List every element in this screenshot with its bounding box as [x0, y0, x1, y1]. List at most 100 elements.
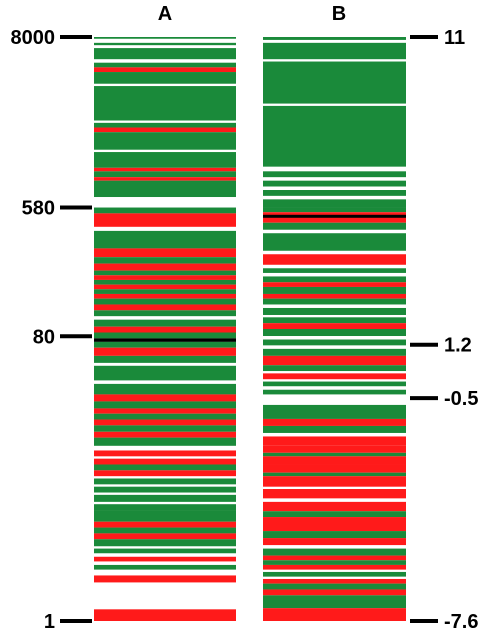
column-b-band: [263, 282, 406, 287]
column-b-band: [263, 531, 406, 539]
column-a-band: [94, 450, 236, 457]
column-b-band: [263, 381, 406, 387]
column-a-band: [94, 478, 236, 485]
column-b-band: [263, 389, 406, 395]
column-a-band: [94, 609, 236, 621]
column-a-band: [94, 458, 236, 465]
column-b-tick-label: 11: [444, 27, 465, 49]
column-b-band: [263, 329, 406, 337]
column-b-tick-label: -7.6: [444, 611, 478, 630]
column-b-band: [263, 293, 406, 299]
column-a-band: [94, 122, 236, 128]
column-b-band: [263, 180, 406, 187]
column-a-band: [94, 437, 236, 446]
column-a-band: [94, 257, 236, 264]
column-b-band: [263, 339, 406, 346]
column-a-band: [94, 347, 236, 356]
column-b-band: [263, 298, 406, 305]
column-b-band: [263, 538, 406, 546]
column-a-label: A: [158, 3, 172, 25]
column-b-band: [263, 37, 406, 40]
column-a-band: [94, 275, 236, 280]
column-a-band: [94, 263, 236, 271]
column-a-band: [94, 230, 236, 249]
column-a-band: [94, 464, 236, 471]
column-a-band: [94, 355, 236, 363]
column-a-band: [94, 419, 236, 426]
column-b-band: [263, 571, 406, 577]
column-b-band: [263, 608, 406, 621]
column-a-band: [94, 213, 236, 227]
column-a-band: [94, 127, 236, 133]
column-b-band: [263, 501, 406, 512]
column-a-band: [94, 279, 236, 285]
column-a-band: [94, 510, 236, 522]
column-b-band: [263, 323, 406, 329]
column-a-band: [94, 521, 236, 528]
column-b-band: [263, 61, 406, 104]
column-b-band: [263, 105, 406, 167]
column-a-band: [94, 365, 236, 381]
column-a-band: [94, 548, 236, 554]
column-a-band: [94, 207, 236, 214]
column-b-band: [263, 555, 406, 561]
column-b-band: [263, 456, 406, 465]
column-b-band: [263, 564, 406, 570]
column-b-band: [263, 511, 406, 518]
column-a-band: [94, 527, 236, 534]
column-a-band: [94, 425, 236, 432]
column-a-tick-label: 80: [33, 326, 55, 348]
column-a-band: [94, 533, 236, 540]
column-b-band: [263, 199, 406, 208]
column-b-band: [263, 548, 406, 556]
column-b-band: [263, 348, 406, 356]
column-a-tick-label: 8000: [11, 27, 56, 49]
column-a-band: [94, 298, 236, 305]
column-a-band: [94, 575, 236, 583]
column-a-band: [94, 171, 236, 178]
column-a-band: [94, 152, 236, 168]
column-a-band: [94, 564, 236, 570]
column-a-band: [94, 539, 236, 547]
column-a-band: [94, 319, 236, 327]
column-a-band: [94, 289, 236, 294]
column-a-band: [94, 504, 236, 511]
column-a-band: [94, 48, 236, 60]
column-b-band: [263, 317, 406, 324]
column-a-marker-line: [94, 338, 236, 342]
column-b-band: [263, 286, 406, 294]
column-a-band: [94, 383, 236, 395]
column-b-band: [263, 578, 406, 584]
column-b-band: [263, 560, 406, 565]
column-b-band: [263, 464, 406, 473]
column-a-band: [94, 304, 236, 311]
column-a-band: [94, 270, 236, 276]
column-a-band: [94, 132, 236, 150]
column-b-tick-label: -0.5: [444, 388, 478, 410]
column-b-band: [263, 42, 406, 60]
column-b-band: [263, 425, 406, 433]
column-b-band: [263, 190, 406, 196]
column-a-band: [94, 401, 236, 409]
column-b-band: [263, 404, 406, 419]
column-a-band: [94, 167, 236, 172]
column-b-band: [263, 373, 406, 380]
column-b-band: [263, 517, 406, 532]
column-b-band: [263, 222, 406, 230]
column-a-band: [94, 293, 236, 299]
column-b-label: B: [332, 3, 346, 25]
column-a-tick-label: 580: [22, 198, 55, 220]
column-a-band: [94, 332, 236, 339]
column-b-band: [263, 418, 406, 426]
column-a-band: [94, 431, 236, 438]
column-a-band: [94, 67, 236, 73]
column-b-band: [263, 276, 406, 283]
column-a-band: [94, 408, 236, 414]
column-b-band: [263, 589, 406, 596]
column-b-band: [263, 207, 406, 213]
column-b-band: [263, 254, 406, 265]
column-a-band: [94, 413, 236, 420]
column-b-band: [263, 436, 406, 446]
column-b-band: [263, 472, 406, 477]
